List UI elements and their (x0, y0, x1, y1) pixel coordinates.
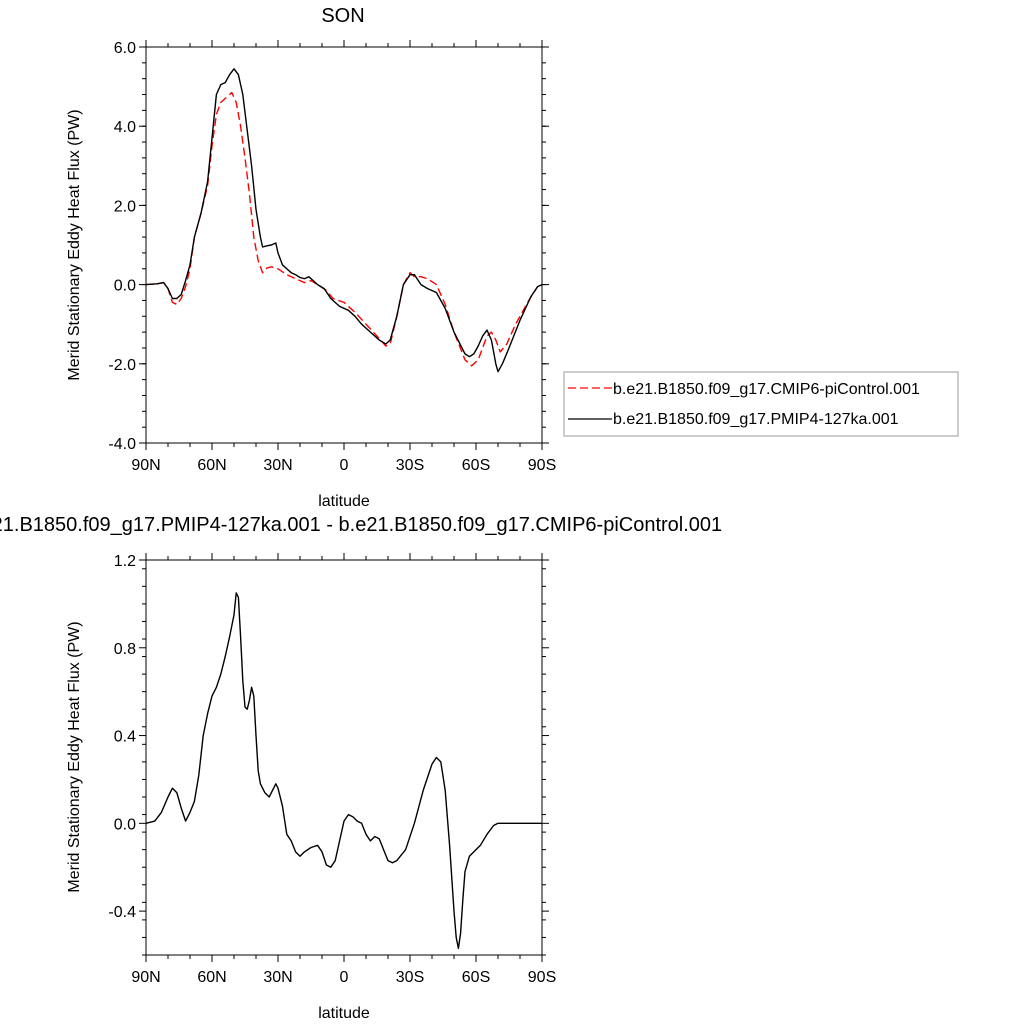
tick-marks (139, 40, 549, 450)
x-tick-label: 90S (528, 969, 556, 986)
legend-label-127ka: b.e21.B1850.f09_g17.PMIP4-127ka.001 (613, 411, 899, 428)
x-tick-label: 0 (340, 457, 349, 474)
chart-title-difference: b.e21.B1850.f09_g17.PMIP4-127ka.001 - b.… (0, 514, 722, 536)
y-tick-label: 1.2 (114, 553, 136, 570)
x-tick-label: 90N (131, 969, 160, 986)
x-tick-label: 60S (462, 969, 490, 986)
x-axis-label: latitude (318, 493, 370, 510)
x-tick-label: 90N (131, 457, 160, 474)
plot-frame (145, 46, 543, 444)
y-axis-label: Merid Stationary Eddy Heat Flux (PW) (66, 109, 83, 380)
x-tick-label: 60S (462, 457, 490, 474)
panel-difference: b.e21.B1850.f09_g17.PMIP4-127ka.001 - b.… (0, 514, 722, 1022)
x-tick-label: 60N (197, 969, 226, 986)
series-lines (145, 68, 543, 373)
y-tick-label: 0.8 (114, 641, 136, 658)
x-tick-label: 90S (528, 457, 556, 474)
y-tick-label: -2.0 (108, 357, 136, 374)
x-tick-label: 0 (340, 969, 349, 986)
x-tick-label: 30S (396, 969, 424, 986)
plot-frame (145, 559, 543, 956)
series-line-0 (145, 592, 542, 950)
legend-box (563, 371, 959, 437)
x-tick-label: 30S (396, 457, 424, 474)
y-axis-label: Merid Stationary Eddy Heat Flux (PW) (66, 621, 83, 892)
y-tick-label: 4.0 (114, 119, 136, 136)
series-lines (145, 592, 542, 950)
y-tick-label: 0.0 (114, 278, 136, 295)
tick-labels: 90N 60N 30N 0 30S 60S 90S 6.0 4.0 2.0 0.0 -2.0 -4.0 (108, 40, 556, 474)
x-tick-label: 30N (263, 457, 292, 474)
series-line-0 (145, 91, 543, 367)
x-axis-label: latitude (318, 1005, 370, 1022)
y-tick-label: 2.0 (114, 198, 136, 215)
y-tick-label: 0.4 (114, 729, 136, 746)
tick-marks (139, 553, 549, 962)
chart-title: SON (321, 5, 364, 27)
y-tick-label: 0.0 (114, 816, 136, 833)
legend-label-picontrol: b.e21.B1850.f09_g17.CMIP6-piControl.001 (613, 381, 920, 398)
y-tick-label: -4.0 (108, 436, 136, 453)
legend: b.e21.B1850.f09_g17.CMIP6-piControl.001 … (563, 371, 959, 437)
y-tick-label: -0.4 (108, 904, 136, 921)
x-tick-label: 30N (263, 969, 292, 986)
y-tick-label: 6.0 (114, 40, 136, 57)
x-tick-label: 60N (197, 457, 226, 474)
tick-labels: 90N 60N 30N 0 30S 60S 90S 1.2 0.8 0.4 0.0 -0.4 (108, 553, 556, 986)
panel-son: SON 90N 60N 30N 0 30S 60S 90S 6.0 4.0 2.0 0.0 -2.0 -… (66, 5, 959, 510)
series-line-1 (145, 68, 543, 373)
